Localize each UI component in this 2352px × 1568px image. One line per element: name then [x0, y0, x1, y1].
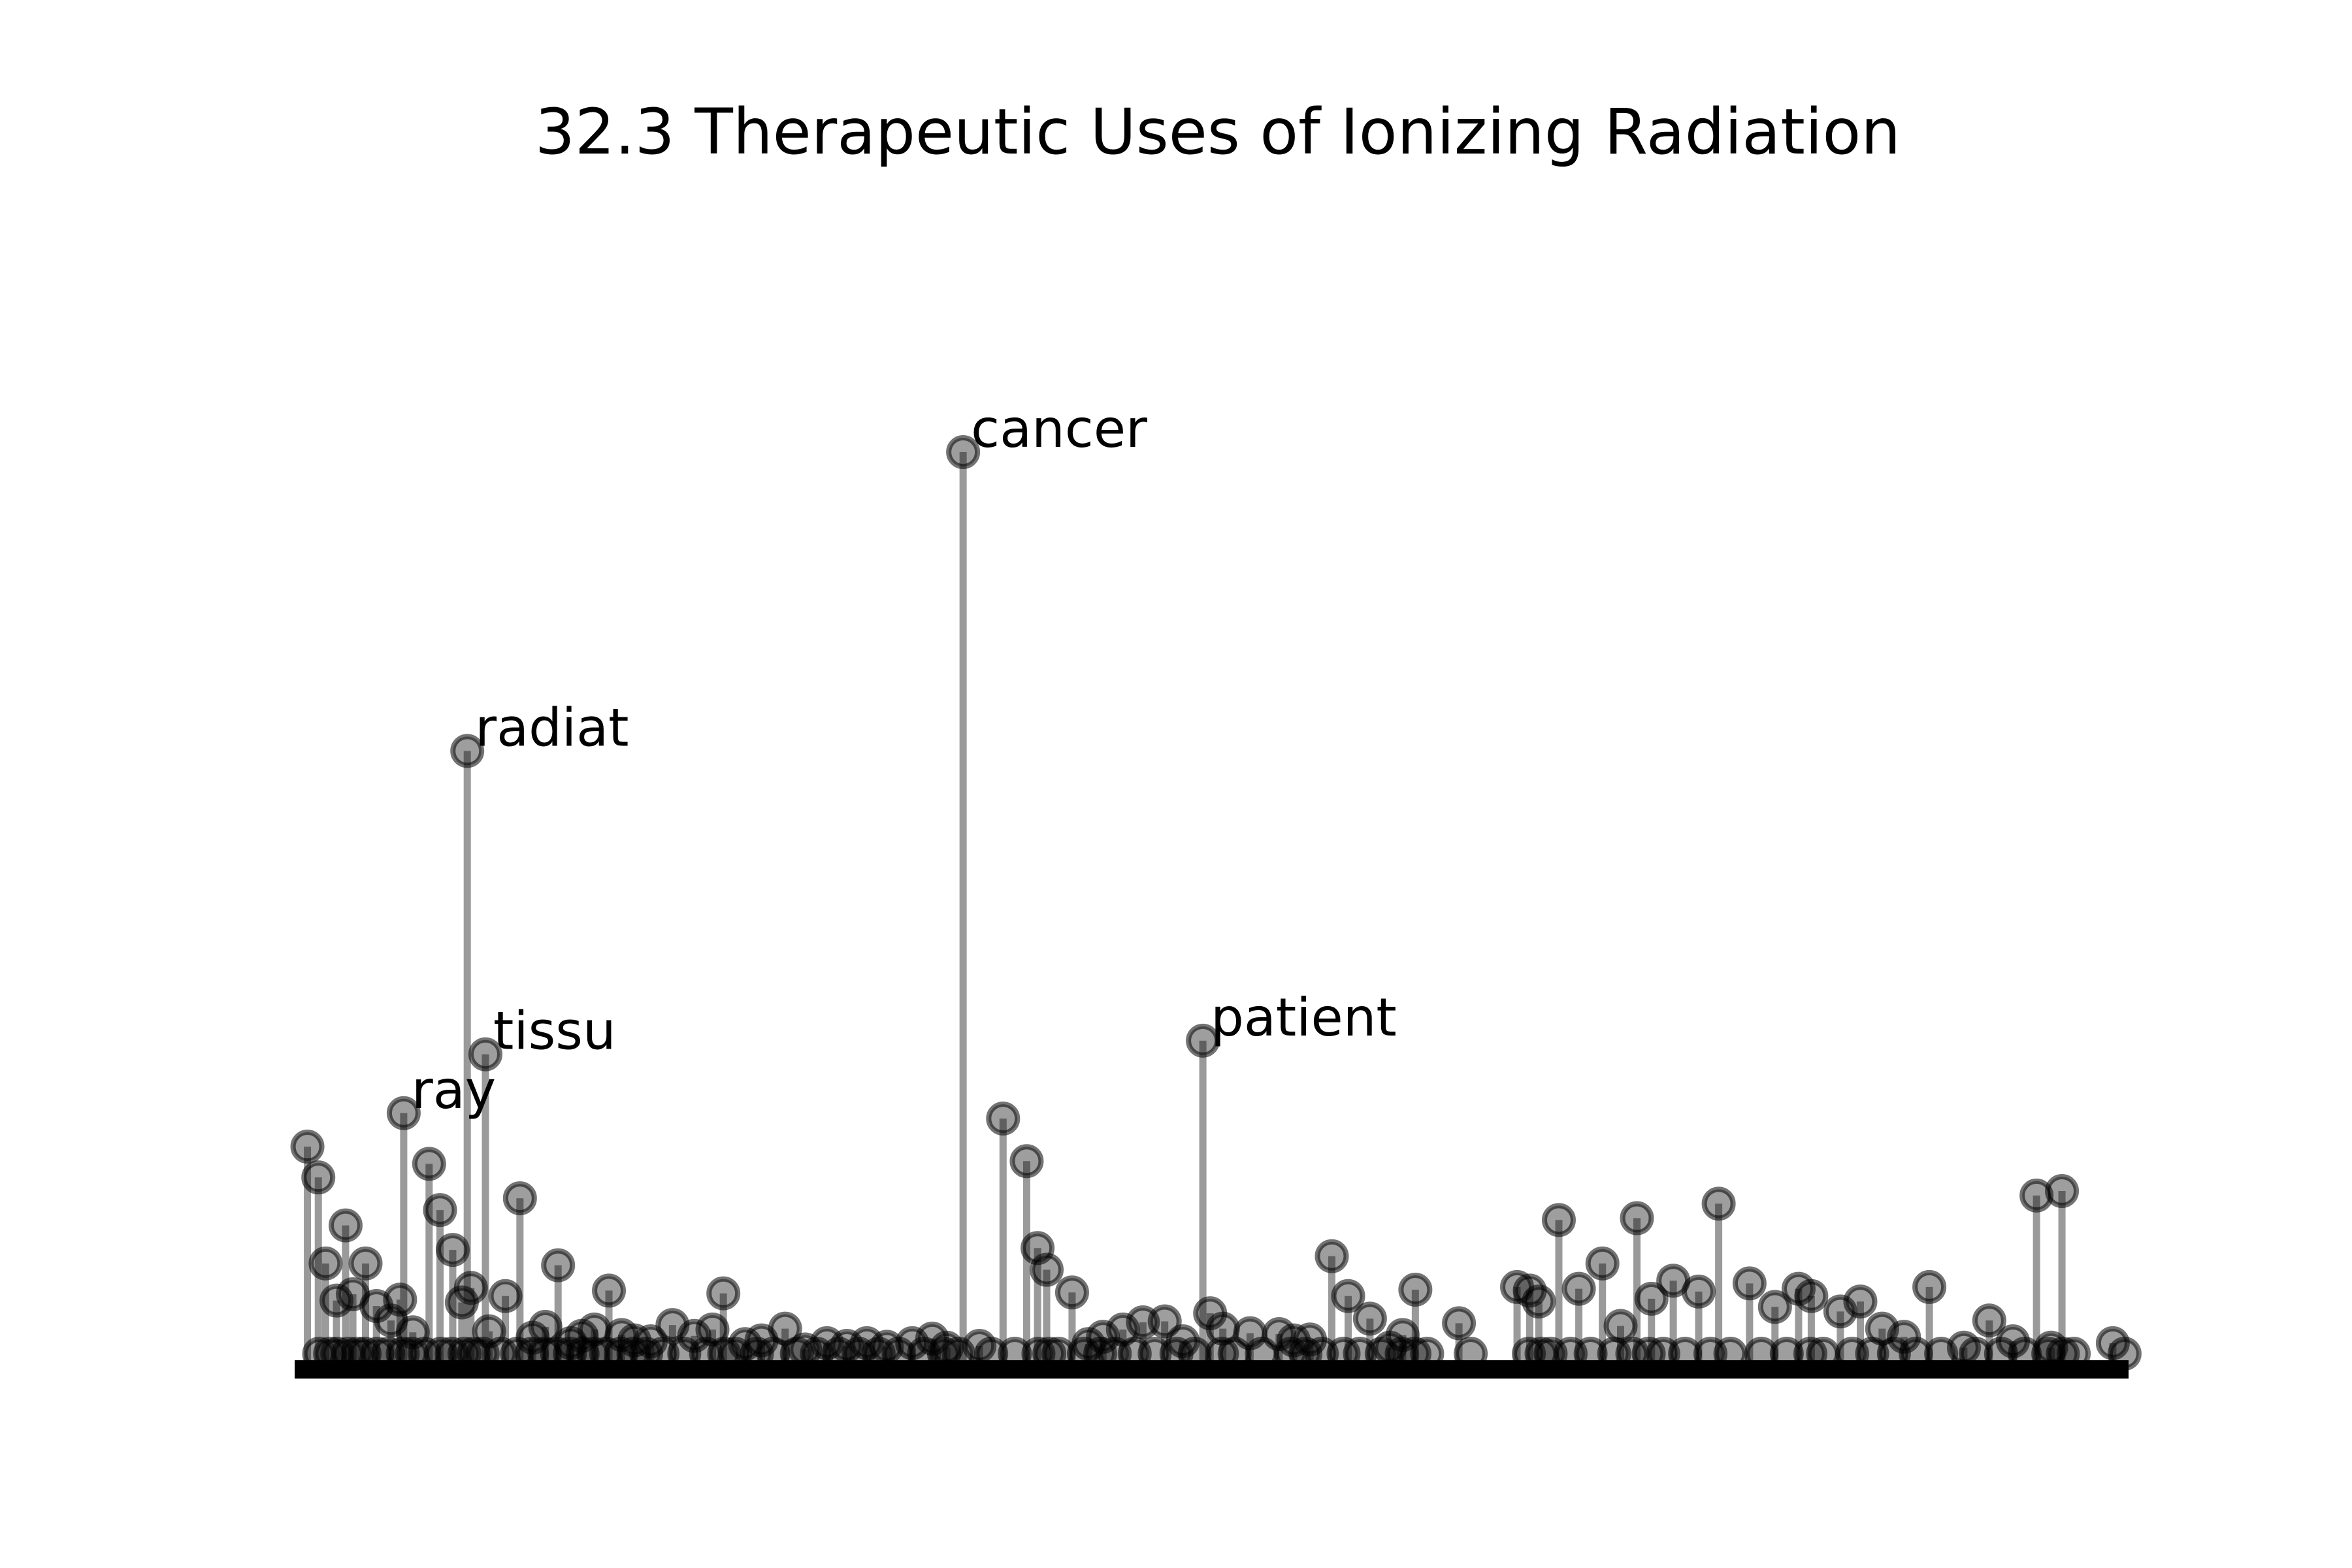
data-point-marker-2 [308, 1246, 343, 1281]
chart-title: 32.3 Therapeutic Uses of Ionizing Radiat… [535, 95, 1901, 169]
data-point-marker-89 [1912, 1269, 1947, 1304]
data-point-marker-6 [348, 1246, 383, 1281]
labeled-point-marker-3 [468, 1037, 502, 1071]
data-point-marker-77 [1634, 1281, 1669, 1316]
data-point-marker-79 [1682, 1274, 1716, 1309]
labeled-point-marker-2 [1186, 1023, 1220, 1058]
data-point-marker-0 [290, 1130, 325, 1164]
data-point-marker-21 [541, 1248, 576, 1282]
data-point-marker-67 [1398, 1273, 1433, 1307]
data-point-marker-73 [1561, 1271, 1596, 1306]
data-point-marker-9 [383, 1282, 417, 1317]
data-point-marker-1 [301, 1160, 336, 1195]
data-point-marker-18 [502, 1181, 537, 1216]
data-point-marker-62 [1315, 1239, 1349, 1273]
labeled-point-marker-0 [946, 435, 981, 469]
data-point-marker-15 [453, 1271, 488, 1305]
data-point-marker-74 [1585, 1246, 1620, 1281]
labeled-point-marker-4 [386, 1096, 421, 1130]
label-ray: ray [412, 1060, 496, 1120]
data-point-marker-84 [1794, 1279, 1829, 1313]
data-point-marker-17 [488, 1279, 523, 1313]
data-point-marker-32 [706, 1276, 741, 1311]
data-point-marker-80 [1701, 1186, 1736, 1221]
data-point-marker-4 [328, 1208, 363, 1243]
stem-lines [304, 452, 2117, 1367]
data-point-marker-82 [1757, 1290, 1792, 1324]
label-cancer: cancer [971, 399, 1147, 459]
data-point-marker-86 [1843, 1284, 1878, 1319]
data-point-marker-13 [435, 1233, 470, 1267]
data-point-marker-25 [592, 1273, 627, 1308]
data-point-marker-45 [986, 1102, 1021, 1136]
data-point-marker-46 [1009, 1144, 1044, 1179]
data-point-marker-48 [1030, 1252, 1064, 1287]
data-point-marker-72 [1541, 1203, 1576, 1237]
data-point-marker-75 [1603, 1309, 1638, 1343]
stem-markers [290, 435, 2142, 1371]
data-point-marker-11 [412, 1147, 446, 1181]
data-point-marker-76 [1620, 1201, 1654, 1235]
data-point-marker-81 [1732, 1266, 1767, 1301]
label-radiat: radiat [475, 697, 629, 758]
data-point-marker-64 [1352, 1301, 1387, 1336]
data-point-marker-91 [1972, 1303, 2006, 1338]
data-point-marker-71 [1522, 1284, 1556, 1319]
labeled-point-marker-1 [450, 734, 485, 768]
baseline [295, 1360, 2129, 1379]
label-tissu: tissu [493, 1001, 616, 1062]
data-point-marker-49 [1054, 1275, 1089, 1310]
data-point-marker-63 [1331, 1279, 1365, 1313]
data-point-marker-95 [2045, 1173, 2080, 1208]
label-patient: patient [1211, 987, 1397, 1048]
data-point-marker-68 [1442, 1306, 1477, 1341]
data-point-marker-12 [423, 1193, 457, 1228]
